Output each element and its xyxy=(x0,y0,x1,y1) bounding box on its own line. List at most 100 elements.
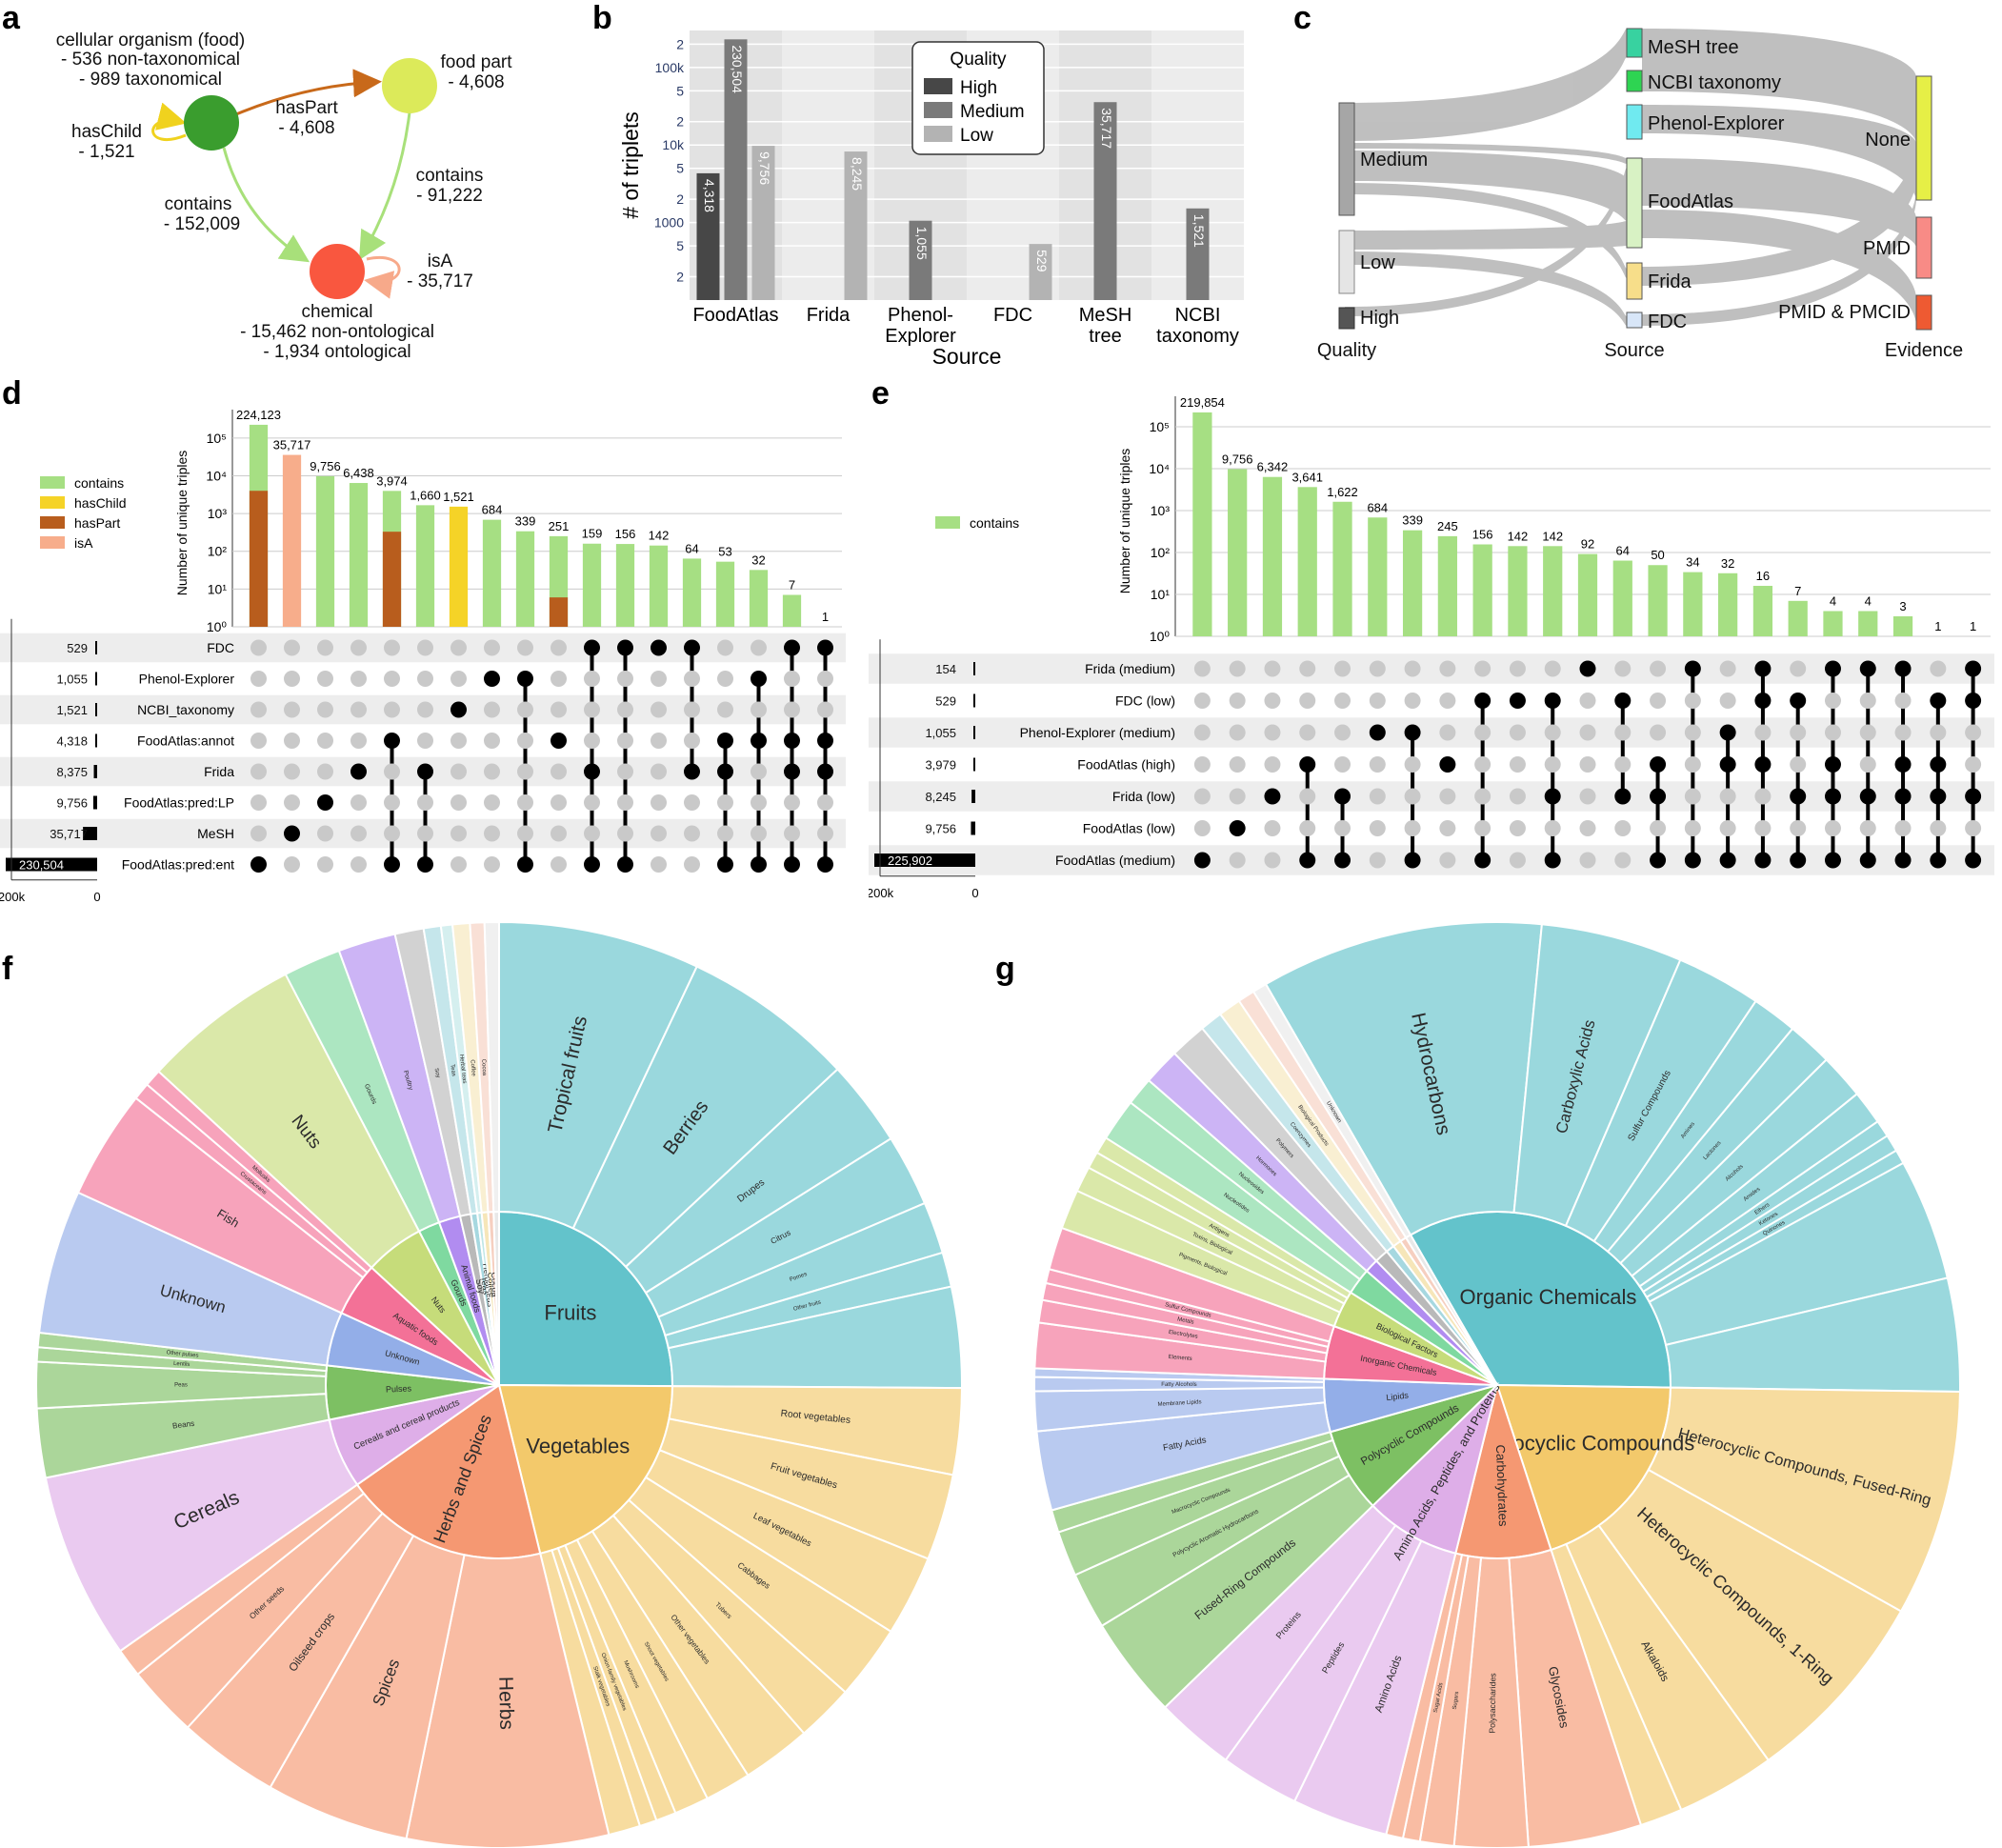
legend-swatch-haschild xyxy=(40,496,65,509)
intersection-count-18: 4 xyxy=(1830,594,1836,609)
matrix-dot-6-7 xyxy=(450,856,467,873)
set-size-axis-label-0: 200k xyxy=(869,886,894,900)
bar-label-medium-0: 230,504 xyxy=(730,45,745,93)
matrix-dot-5-4 xyxy=(1369,788,1386,805)
matrix-dot-11-0 xyxy=(617,639,633,656)
matrix-dot-3-6 xyxy=(1299,852,1316,869)
matrix-dot-7-1 xyxy=(1439,693,1456,709)
matrix-dot-5-3 xyxy=(1369,756,1386,773)
matrix-dot-1-2 xyxy=(1229,724,1246,741)
col-title-evidence: Evidence xyxy=(1885,340,1963,361)
set-size-bar-6 xyxy=(83,827,97,840)
ytick-label-3: 10³ xyxy=(208,506,228,521)
matrix-dot-10-0 xyxy=(584,639,600,656)
node-cellular-l2: - 989 taxonomical xyxy=(79,70,222,90)
matrix-dot-2-1 xyxy=(1264,693,1281,709)
set-size-bar-1 xyxy=(973,693,975,708)
intersection-bar-9 xyxy=(1508,546,1528,636)
set-label-6: FoodAtlas (medium) xyxy=(1055,853,1175,868)
matrix-dot-13-2 xyxy=(1650,724,1667,741)
matrix-dot-17-6 xyxy=(817,825,833,842)
set-size-bar-2 xyxy=(973,726,975,739)
matrix-dot-4-2 xyxy=(384,701,400,718)
matrix-dot-13-6 xyxy=(1650,852,1667,869)
matrix-dot-21-6 xyxy=(1930,852,1947,869)
ytick-label-0: 10⁰ xyxy=(1150,629,1171,644)
label-pmid: PMID xyxy=(1863,238,1911,259)
matrix-dot-0-0 xyxy=(1193,660,1211,677)
bar-medium-0 xyxy=(724,39,748,301)
matrix-dot-16-7 xyxy=(784,856,800,873)
intersection-bar-15 xyxy=(1718,572,1738,636)
matrix-dot-11-7 xyxy=(617,856,633,873)
matrix-dot-1-5 xyxy=(1229,820,1246,836)
matrix-dot-1-0 xyxy=(1229,660,1246,677)
legend-swatch-isa xyxy=(40,536,65,549)
matrix-dot-3-7 xyxy=(350,856,367,873)
set-size-bar-0 xyxy=(95,641,97,654)
matrix-dot-18-0 xyxy=(1824,660,1841,677)
set-size-label-6: 35,717 xyxy=(50,827,88,841)
intersection-count-4: 1,622 xyxy=(1327,485,1358,499)
matrix-dot-19-3 xyxy=(1859,756,1876,773)
bar-label-high-0: 4,318 xyxy=(702,179,717,212)
flow-foodatlas-pmid xyxy=(1642,158,1916,248)
matrix-dot-1-2 xyxy=(284,701,300,718)
intersection-count-3: 3,641 xyxy=(1291,470,1323,484)
xtick-label-2-1: Explorer xyxy=(885,326,956,347)
matrix-dot-7-1 xyxy=(484,671,500,687)
matrix-dot-11-3 xyxy=(1579,756,1596,773)
matrix-dot-10-2 xyxy=(584,701,600,718)
set-size-label-6: 225,902 xyxy=(888,854,932,868)
matrix-dot-7-2 xyxy=(1439,724,1456,741)
matrix-dot-15-5 xyxy=(1719,820,1736,836)
matrix-dot-17-1 xyxy=(1790,693,1807,709)
matrix-dot-5-6 xyxy=(417,825,433,842)
intersection-count-10: 142 xyxy=(1542,529,1563,543)
matrix-dot-8-0 xyxy=(517,639,533,656)
legend-label-isa: isA xyxy=(74,535,93,551)
matrix-dot-14-3 xyxy=(717,733,733,749)
edge-haschild-count: - 1,521 xyxy=(78,142,134,162)
matrix-dot-4-4 xyxy=(384,763,400,780)
matrix-dot-8-5 xyxy=(517,794,533,811)
matrix-dot-0-5 xyxy=(1193,820,1211,836)
matrix-dot-18-1 xyxy=(1824,693,1841,709)
matrix-dot-15-3 xyxy=(1719,756,1736,773)
intersection-bar-8 xyxy=(1472,544,1492,636)
intersection-bar-4 xyxy=(1332,501,1352,636)
matrix-dot-14-1 xyxy=(1684,693,1701,709)
intersection-bar-14 xyxy=(715,561,735,627)
matrix-dot-16-2 xyxy=(784,701,800,718)
intersection-bar-13 xyxy=(1648,565,1668,636)
flow-medium-mesh xyxy=(1345,29,1627,141)
legend-swatch-contains xyxy=(40,476,65,489)
matrix-dot-3-6 xyxy=(350,825,367,842)
matrix-dot-3-2 xyxy=(350,701,367,718)
matrix-dot-2-5 xyxy=(317,794,333,811)
matrix-dot-7-7 xyxy=(484,856,500,873)
label-low: Low xyxy=(1360,252,1395,273)
matrix-dot-20-0 xyxy=(1894,660,1912,677)
node-chemical-title: chemical xyxy=(302,302,373,322)
matrix-dot-1-0 xyxy=(284,639,300,656)
matrix-dot-12-5 xyxy=(1614,820,1632,836)
edge-isa-label: isA xyxy=(428,251,453,271)
outer-label-13-0: Coffee xyxy=(469,1059,475,1077)
intersection-bar-7 xyxy=(482,519,502,627)
set-size-axis-label-0: 200k xyxy=(0,890,26,904)
outer-label-6-2: Metals xyxy=(1177,1316,1195,1325)
matrix-dot-20-4 xyxy=(1894,788,1912,805)
matrix-dot-9-2 xyxy=(551,701,567,718)
xtick-label-3-0: FDC xyxy=(993,305,1032,326)
edge-haspart xyxy=(235,69,382,116)
matrix-dot-15-6 xyxy=(1719,852,1736,869)
matrix-dot-9-0 xyxy=(551,639,567,656)
edge-haschild xyxy=(151,102,187,142)
outer-label-4-1: Peas xyxy=(174,1383,188,1389)
set-size-label-4: 8,245 xyxy=(925,790,956,804)
panel-d-upset: 10⁰ 10¹ 10² 10³ 10⁴ 10⁵ Number of unique tripl… xyxy=(0,408,846,904)
set-size-bar-7 xyxy=(6,857,97,872)
flow-low-foodatlas xyxy=(1345,221,1627,250)
matrix-dot-7-4 xyxy=(484,763,500,780)
